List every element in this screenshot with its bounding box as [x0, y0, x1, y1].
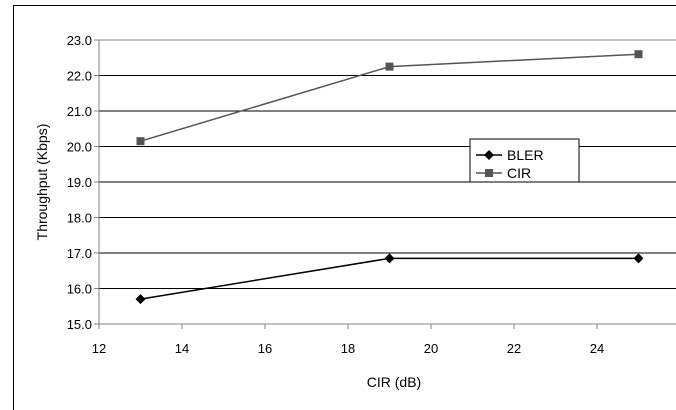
legend-label-bler: BLER: [507, 147, 544, 163]
data-point-cir: [385, 62, 394, 71]
data-point-cir: [634, 50, 643, 59]
y-tick-label: 16.0: [67, 282, 92, 297]
x-tick-label: 12: [92, 341, 106, 356]
data-point-cir: [136, 137, 145, 146]
y-tick-label: 18.0: [67, 211, 92, 226]
data-point-bler: [384, 253, 395, 264]
legend: BLER CIR: [469, 138, 580, 183]
x-tick-label: 16: [258, 341, 272, 356]
y-tick-label: 21.0: [67, 104, 92, 119]
legend-marker-bler: [484, 150, 494, 160]
x-tick-label: 24: [590, 341, 604, 356]
y-tick-label: 20.0: [67, 140, 92, 155]
x-tick-label: 18: [341, 341, 355, 356]
data-point-bler: [633, 253, 644, 264]
x-axis-label: CIR (dB): [367, 374, 421, 390]
y-tick-label: 19.0: [67, 175, 92, 190]
legend-marker-cir: [485, 169, 493, 177]
legend-label-cir: CIR: [507, 165, 531, 181]
x-tick-label: 20: [424, 341, 438, 356]
series: [135, 50, 644, 305]
y-tick-label: 23.0: [67, 33, 92, 48]
x-tick-label: 22: [507, 341, 521, 356]
data-point-bler: [135, 294, 146, 305]
y-axis-label: Throughput (Kbps): [34, 124, 50, 241]
y-tick-label: 22.0: [67, 69, 92, 84]
x-tick-label: 14: [175, 341, 189, 356]
y-tick-label: 15.0: [67, 317, 92, 332]
chart-frame: [13, 5, 676, 410]
axes: 15.0 16.0 17.0 18.0 19.0 20.0 21.0 22.0 23.0 12 14…: [67, 33, 605, 356]
y-tick-label: 17.0: [67, 246, 92, 261]
